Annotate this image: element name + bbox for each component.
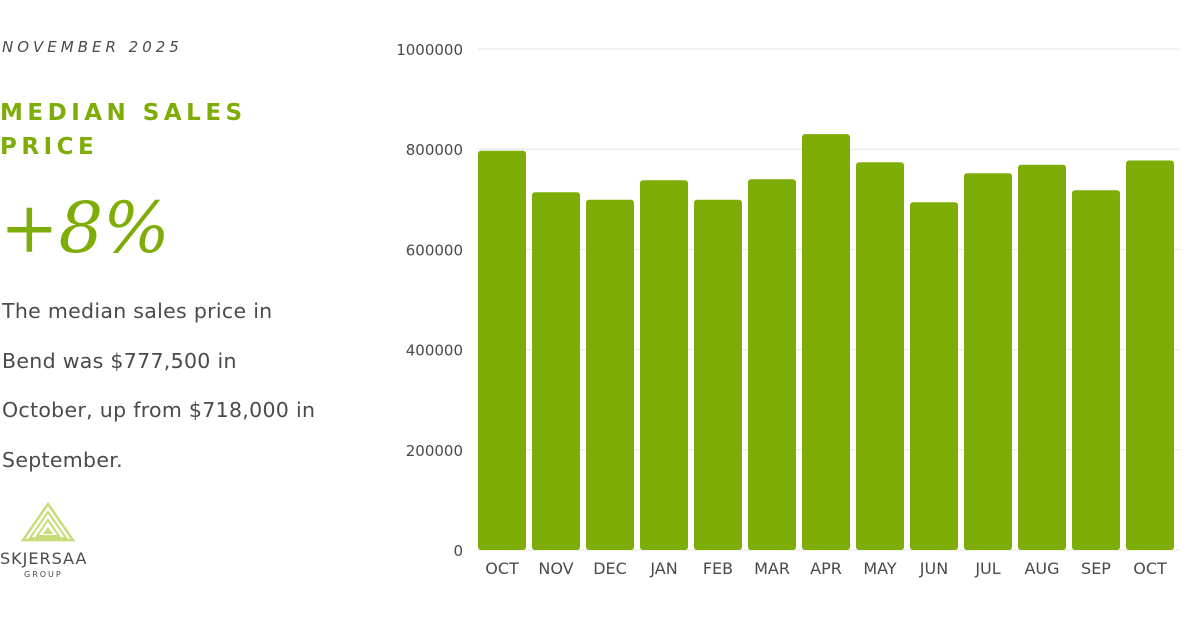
chart-headline: MEDIAN SALES PRICE: [0, 100, 247, 160]
triangle-mark-icon: [21, 502, 75, 542]
bar-sep-11: [1072, 190, 1120, 551]
bar-apr-6: [802, 134, 850, 551]
bar-oct-12: [1126, 160, 1174, 550]
bar-dec-2: [586, 199, 634, 550]
x-tick-label: JUL: [974, 559, 1000, 578]
brand-logo: SKJERSAA GROUP: [0, 502, 110, 582]
x-tick-label: JAN: [649, 559, 677, 578]
percent-change-stat: +8%: [0, 187, 170, 269]
logo-subtitle: GROUP: [24, 570, 63, 579]
y-tick-label: 800000: [406, 141, 463, 159]
x-axis-ticks: OCT NOV DEC JAN FEB MAR APR MAY JUN JUL AUG SEP OCT: [485, 559, 1167, 578]
bar-mar-5: [748, 179, 796, 550]
x-tick-label: OCT: [1133, 559, 1167, 578]
bar-jul-9: [964, 173, 1012, 551]
bar-jun-8: [910, 202, 958, 550]
y-tick-label: 400000: [406, 342, 463, 360]
y-tick-label: 600000: [406, 241, 463, 259]
bar-jan-3: [640, 180, 688, 550]
description-text: The median sales price in Bend was $777,…: [2, 299, 316, 472]
x-tick-label: DEC: [593, 559, 627, 578]
y-tick-label: 200000: [406, 442, 463, 460]
x-tick-label: MAY: [863, 559, 897, 578]
x-tick-label: OCT: [485, 559, 519, 578]
bar-nov-1: [532, 192, 580, 550]
x-tick-label: FEB: [703, 559, 733, 578]
x-tick-label: SEP: [1081, 559, 1111, 578]
x-tick-label: APR: [810, 559, 842, 578]
y-axis-ticks: 0 200000 400000 600000 800000 1000000: [396, 41, 463, 560]
y-tick-label: 0: [453, 542, 463, 560]
bar-may-7: [856, 162, 904, 550]
bars: [478, 134, 1174, 551]
logo-name: SKJERSAA: [0, 549, 88, 568]
bar-oct-0: [478, 150, 526, 550]
x-tick-label: AUG: [1024, 559, 1059, 578]
x-tick-label: MAR: [754, 559, 790, 578]
bar-aug-10: [1018, 164, 1066, 550]
y-tick-label: 1000000: [396, 41, 463, 59]
x-tick-label: NOV: [538, 559, 573, 578]
x-tick-label: JUN: [919, 559, 948, 578]
bar-feb-4: [694, 199, 742, 550]
report-date: NOVEMBER 2025: [2, 38, 183, 56]
